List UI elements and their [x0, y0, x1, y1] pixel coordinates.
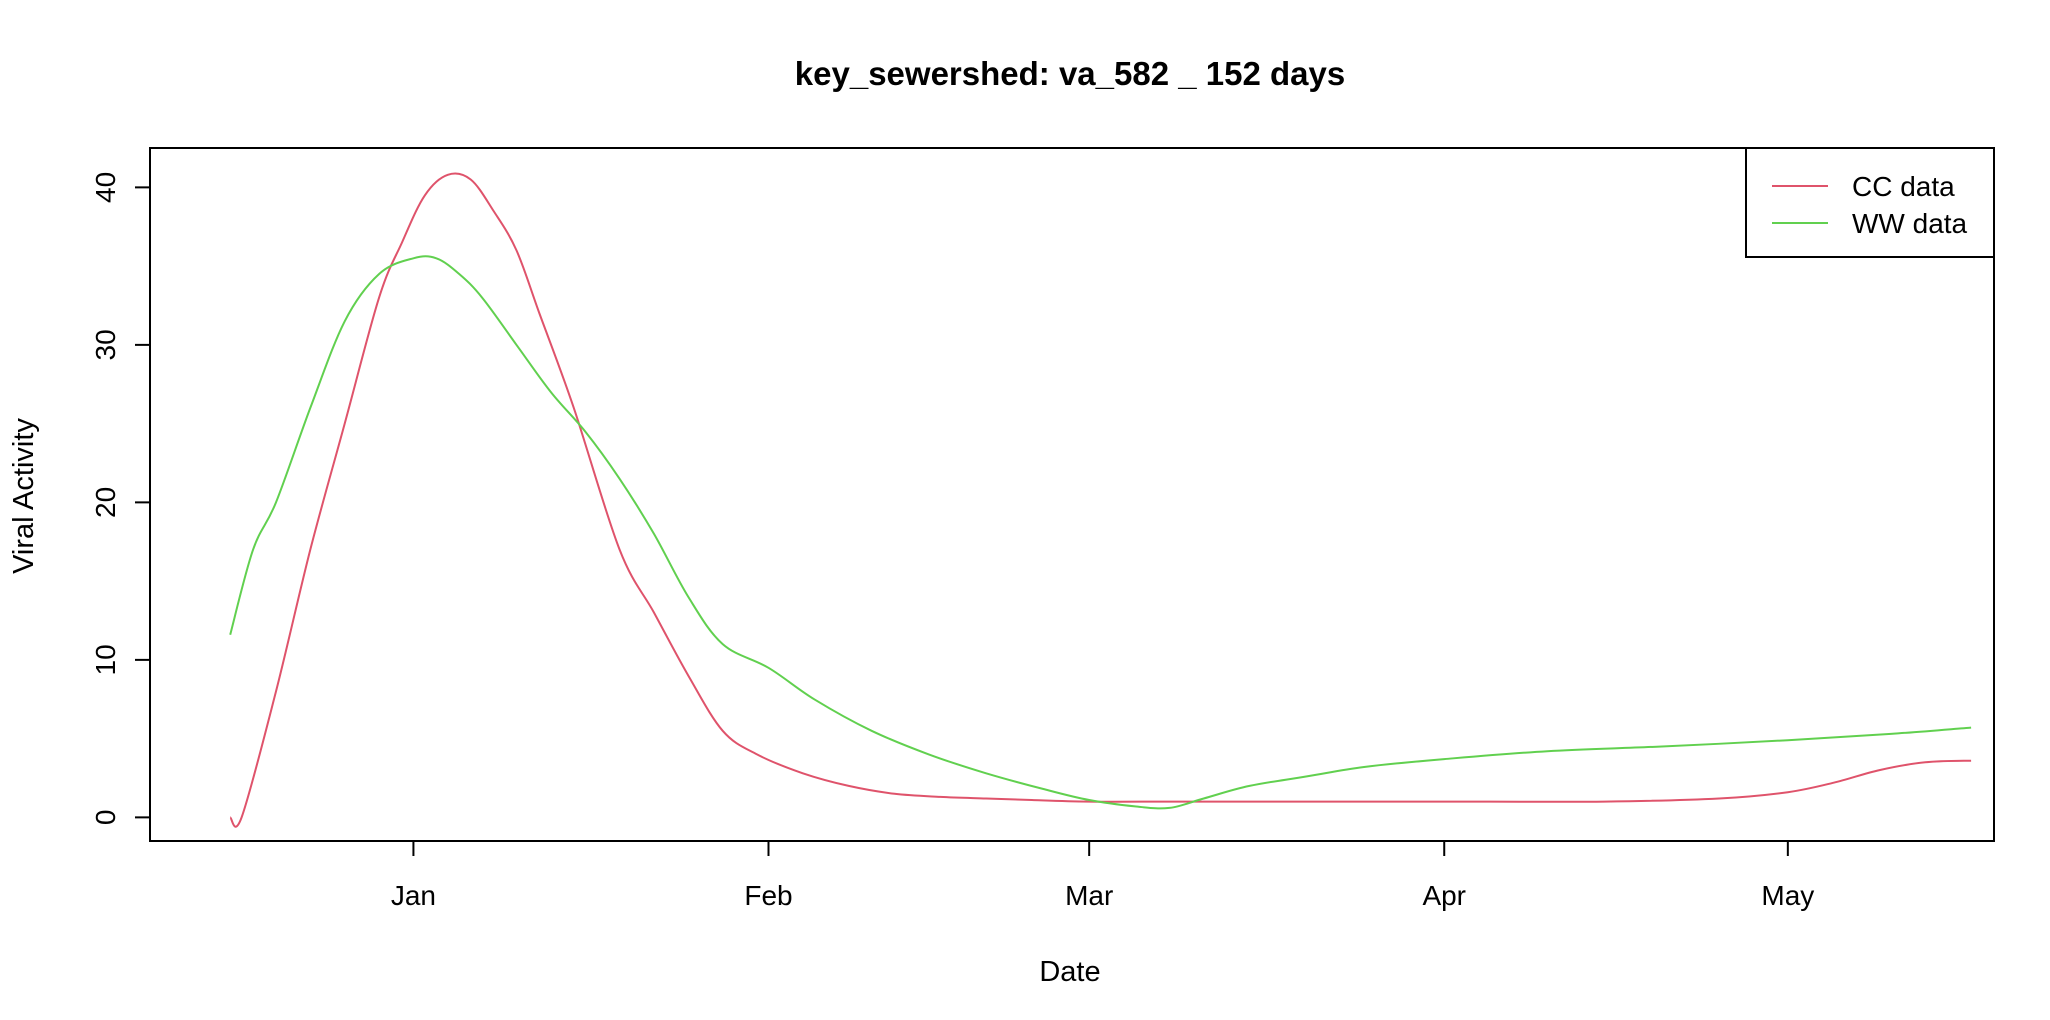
legend-label: CC data	[1852, 171, 1955, 202]
chart-title: key_sewershed: va_582 _ 152 days	[795, 55, 1345, 92]
legend: CC data WW data	[1745, 147, 1995, 258]
plot-frame	[149, 147, 1995, 842]
y-tick-label: 0	[90, 810, 121, 826]
x-tick-label: Apr	[1422, 880, 1466, 911]
legend-label: WW data	[1852, 208, 1968, 239]
series-layer	[229, 172, 1972, 828]
x-axis: Jan Feb Mar Apr May	[391, 841, 1814, 911]
x-axis-label: Date	[1039, 956, 1100, 988]
y-tick-label: 30	[90, 329, 121, 360]
series-line-cc-data	[229, 172, 1972, 828]
y-axis-label: Viral Activity	[8, 418, 40, 574]
series-line-ww-data	[229, 255, 1972, 810]
x-tick-label: Feb	[744, 880, 792, 911]
y-tick-label: 40	[90, 172, 121, 203]
x-tick-label: Mar	[1065, 880, 1113, 911]
legend-box	[1745, 147, 1995, 258]
y-tick-label: 10	[90, 644, 121, 675]
x-tick-label: Jan	[391, 880, 436, 911]
y-tick-label: 20	[90, 487, 121, 518]
x-tick-label: May	[1761, 880, 1814, 911]
y-axis: 0 10 20 30 40	[90, 172, 150, 825]
